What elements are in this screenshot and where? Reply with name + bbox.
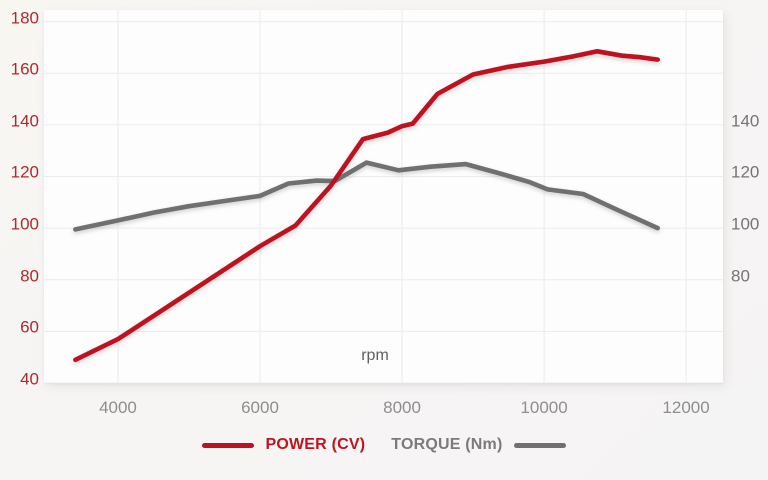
legend-item-power[interactable]: POWER (CV) [202, 437, 365, 453]
power-line-swatch [202, 442, 255, 448]
y-axis-left-tick-100: 100 [10, 214, 39, 234]
y-axis-right-tick-100: 100 [731, 214, 760, 234]
power-curve [73, 49, 660, 363]
gridlines [44, 10, 723, 383]
chart-canvas [44, 10, 723, 383]
x-axis-tick-6000: 6000 [241, 398, 279, 417]
y-axis-left-tick-60: 60 [20, 317, 39, 337]
y-axis-right-tick-80: 80 [731, 266, 750, 286]
y-axis-right-tick-120: 120 [731, 162, 760, 182]
legend-power-label: POWER (CV) [265, 436, 366, 453]
y-axis-right-tick-140: 140 [731, 111, 760, 131]
x-axis-tick-12000: 12000 [662, 398, 710, 417]
x-axis-label: rpm [361, 347, 389, 364]
legend-item-torque[interactable]: TORQUE (Nm) [391, 436, 566, 453]
chart-legend: POWER (CV) TORQUE (Nm) [0, 437, 768, 453]
x-axis-tick-4000: 4000 [99, 398, 137, 417]
torque-line-swatch [513, 442, 566, 448]
legend-torque-label: TORQUE (Nm) [391, 436, 503, 453]
y-axis-left-tick-120: 120 [10, 162, 39, 182]
torque-curve [73, 160, 660, 232]
plot-area [44, 10, 723, 383]
x-axis-tick-8000: 8000 [383, 398, 421, 417]
y-axis-left-tick-180: 180 [10, 8, 39, 28]
y-axis-left-tick-160: 160 [10, 59, 39, 79]
y-axis-left-tick-40: 40 [20, 369, 39, 389]
x-axis-tick-10000: 10000 [520, 398, 568, 417]
y-axis-left-tick-140: 140 [10, 111, 39, 131]
y-axis-left-tick-80: 80 [20, 266, 39, 286]
